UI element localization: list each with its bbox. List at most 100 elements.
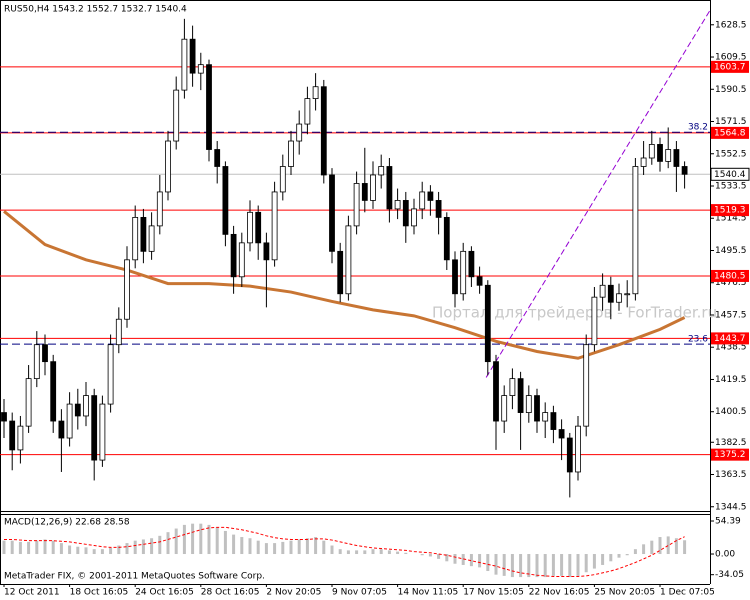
macd-bar [273,543,277,555]
candle-body [427,191,434,201]
candle-body [181,38,188,91]
macd-bar [494,554,498,575]
footer: MetaTrader FIX, © 2001-2011 MetaQuotes S… [4,572,265,582]
level-label: 1564.8 [714,128,746,138]
macd-bar [502,554,506,576]
macd-bar [510,554,514,578]
candle-body [17,425,24,451]
x-tick-label: 18 Oct 16:05 [70,588,129,598]
y-tick-label: 1344.5 [715,502,747,512]
candle-body [148,225,155,252]
candle-body [402,200,409,227]
macd-bar [314,537,318,555]
candle-body [607,284,614,303]
candle-body [435,200,442,218]
macd-bar [633,549,637,555]
y-tick-label: 1571.5 [715,117,747,127]
macd-bar [478,554,482,568]
candle-body [304,98,311,125]
candle-body [222,166,229,235]
y-tick-label: 1400.5 [715,407,747,417]
candle-body [263,242,270,261]
candle-body [648,144,655,159]
macd-bar [568,554,572,578]
macd-bar [592,554,596,569]
macd-bar [330,545,334,555]
candle-body [173,89,180,142]
fibo-label: 23.6 [688,335,708,345]
macd-bar [92,549,96,555]
macd-bar [84,547,88,555]
x-tick-label: 28 Oct 16:05 [201,588,260,598]
y-tick-label: 1628.5 [715,20,747,30]
y-tick-label: 1457.5 [715,310,747,320]
candle-body [599,284,606,298]
macd-bar [453,554,457,564]
macd-bar [2,540,6,555]
candle-body [460,250,467,295]
macd-bar [240,537,244,555]
macd-bar [215,527,219,555]
candle-body [394,200,401,210]
macd-bar [35,540,39,555]
macd-bar [10,540,14,555]
macd-bar [133,540,137,555]
macd-bar [232,534,236,555]
x-tick-label: 12 Oct 2011 [4,588,60,598]
candle-body [91,395,98,461]
macd-bar [519,554,523,578]
y-tick-label: -34.05 [715,570,744,580]
macd-bar [666,536,670,555]
level-label: 1480.5 [714,271,746,281]
macd-bar [68,545,72,555]
y-tick-label: 1419.5 [715,375,747,385]
y-tick-label: 1533.5 [715,182,747,192]
x-tick-label: 17 Nov 15:05 [463,588,524,598]
y-tick-label: 1438.5 [715,343,747,353]
current-price-box [710,167,750,181]
level-label: 1603.7 [714,62,746,72]
candle-body [345,225,352,295]
candle-body [673,149,680,167]
candle-body [419,191,426,210]
macd-bar [404,552,408,555]
candle-body [66,403,73,439]
chart-title: RUS50,H4 1543.2 1552.7 1532.7 1540.4 [4,5,187,15]
candle-body [107,344,114,405]
candle-body [476,276,483,286]
candle-body [657,144,663,162]
candle-body [279,166,286,193]
macd-bar [59,543,63,555]
candle-body [542,412,549,422]
y-tick-label: 1363.5 [715,470,747,480]
candle-body [238,242,245,278]
macd-bar [461,554,465,565]
macd-bar [223,530,227,555]
macd-bar [100,549,104,555]
macd-bar [658,537,662,555]
y-tick-label: 0.00 [715,550,735,560]
candle-body [99,403,106,461]
y-tick-label: 1476.5 [715,278,747,288]
macd-bar [43,539,47,555]
candle-body [74,403,81,417]
candle-body [509,378,516,396]
candle-body [33,344,40,380]
macd-bar [560,554,564,576]
macd-bar [584,554,588,573]
macd-bar [674,538,678,555]
candle-body [353,183,360,227]
candle-body [247,211,253,244]
candle-body [386,166,393,210]
candle-body [665,149,672,162]
macd-bar [150,538,154,555]
level-label-box [711,269,749,282]
macd-bar [486,554,490,572]
candle-body [452,259,458,295]
macd-bar [174,528,178,555]
indicator-label: MACD(12,26,9) 22.68 28.58 [4,518,130,528]
y-tick-label: 1382.5 [715,438,747,448]
y-tick-label: 1514.5 [715,214,747,224]
candle-body [288,140,294,167]
